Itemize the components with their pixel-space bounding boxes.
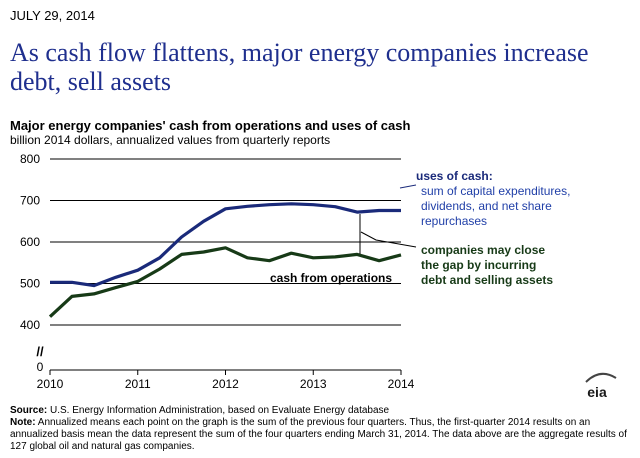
- chart-subtitle: billion 2014 dollars, annualized values …: [10, 133, 331, 147]
- x-axis: 2010 2011 2012 2013 2014: [37, 369, 415, 391]
- series-line-cash-from-operations: [48, 246, 402, 318]
- y-tick-label: 500: [20, 277, 40, 291]
- source-text: U.S. Energy Information Administration, …: [50, 405, 390, 416]
- y-tick-label: 700: [20, 194, 40, 208]
- x-tick-label: 2012: [212, 377, 239, 391]
- x-tick-label: 2011: [125, 377, 151, 391]
- y-axis-labels: 800 700 600 500 400: [20, 152, 40, 332]
- uses-of-cash-desc-line: repurchases: [421, 214, 487, 228]
- uses-of-cash-desc-line: dividends, and net share: [421, 199, 552, 213]
- eia-logo: eia: [585, 372, 617, 400]
- chart-footer: Source: U.S. Energy Information Administ…: [10, 405, 632, 453]
- note-label: Note:: [10, 417, 36, 428]
- source-line: Source: U.S. Energy Information Administ…: [10, 405, 632, 417]
- y-tick-label: 600: [20, 235, 40, 249]
- chart-title: Major energy companies' cash from operat…: [10, 118, 411, 133]
- headline: As cash flow flattens, major energy comp…: [10, 38, 589, 96]
- series-line-uses-of-cash: [50, 202, 401, 288]
- uses-of-cash-desc-line: sum of capital expenditures,: [421, 184, 570, 198]
- uses-of-cash-title: uses of cash:: [416, 169, 493, 183]
- x-tick-label: 2014: [388, 377, 415, 391]
- y-axis-zero-label: 0: [37, 360, 44, 374]
- gap-note-line: the gap by incurring: [421, 258, 536, 272]
- y-tick-label: 400: [20, 318, 40, 332]
- gap-note-line: companies may close: [421, 243, 545, 257]
- source-label: Source:: [10, 405, 48, 416]
- eia-logo-text: eia: [587, 384, 607, 400]
- y-axis-break-label: //: [36, 344, 44, 359]
- uses-pointer-line: [399, 184, 417, 189]
- x-tick-label: 2013: [300, 377, 327, 391]
- cash-from-operations-label: cash from operations: [270, 271, 392, 285]
- chart-grid: [50, 158, 401, 326]
- x-tick-label: 2010: [37, 377, 64, 391]
- publication-date: JULY 29, 2014: [10, 8, 95, 23]
- y-tick-label: 800: [20, 152, 40, 166]
- note-line: Note: Annualized means each point on the…: [10, 417, 632, 453]
- gap-pointer-line: [360, 231, 417, 248]
- series-lines: [48, 202, 402, 318]
- gap-note-line: debt and selling assets: [421, 273, 553, 287]
- note-text: Annualized means each point on the graph…: [10, 417, 627, 452]
